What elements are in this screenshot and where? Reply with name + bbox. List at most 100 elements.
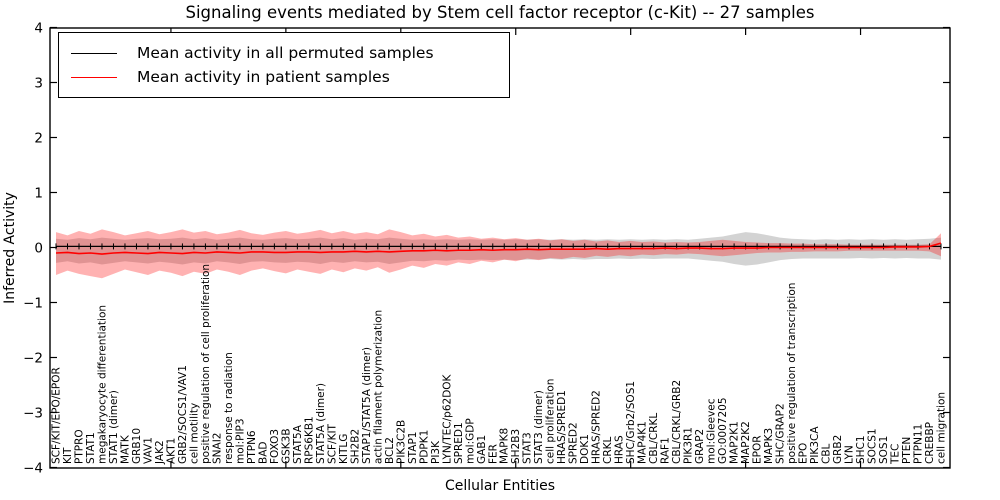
y-tick-label: −1 (23, 296, 43, 312)
x-category-label: EPO (798, 443, 810, 464)
x-category-label: CREBBP (924, 422, 936, 464)
y-tick-label: 3 (34, 76, 43, 92)
x-category-label: SH2B2 (349, 429, 361, 464)
x-category-label: mol:PIP3 (234, 418, 246, 464)
x-category-label: STAP1/STAT5A (dimer) (361, 347, 373, 464)
x-category-label: PIK3R1 (683, 427, 695, 464)
patient-line-swatch (71, 76, 117, 78)
x-category-label: SH2B3 (510, 429, 522, 464)
permuted-line-swatch (71, 52, 117, 54)
x-category-label: SPRED2 (568, 422, 580, 464)
x-category-label: STAT5A (292, 424, 304, 464)
x-category-label: STAT1 (85, 432, 97, 464)
x-category-label: RAF1 (660, 437, 672, 464)
legend-label-permuted: Mean activity in all permuted samples (137, 44, 434, 62)
x-category-label: MAPK3 (763, 428, 775, 464)
x-category-label: MAP4K1 (637, 421, 649, 464)
x-category-label: KIT (62, 447, 74, 464)
patient-std-band (56, 229, 941, 279)
x-category-label: PIK3CA (809, 426, 821, 464)
x-category-label: GRAP2 (694, 429, 706, 464)
y-tick-label: 4 (34, 21, 43, 37)
x-category-label: VAV1 (142, 437, 154, 464)
x-category-label: BAD (257, 442, 269, 464)
x-category-label: GAB1 (476, 435, 488, 464)
x-category-label: TEC (890, 444, 902, 465)
x-category-label: STAT1 (dimer) (108, 390, 120, 464)
x-category-label: GRB2 (832, 435, 844, 464)
x-category-label: RPS6KB1 (303, 416, 315, 464)
x-category-label: GSK3B (280, 428, 292, 464)
x-category-label: PTEN (901, 437, 913, 464)
x-category-label: HRAS/SPRED2 (591, 390, 603, 464)
x-category-label: HRAS (614, 435, 626, 464)
x-category-label: LYN/TEC/p62DOK (441, 373, 453, 464)
x-category-label: STAT3 (522, 432, 534, 464)
x-category-label: mol:Gleevec (706, 398, 718, 464)
x-category-label: positive regulation of transcription (786, 283, 798, 464)
x-category-label: AKT1 (165, 438, 177, 464)
x-category-label: STAP1 (407, 432, 419, 464)
x-category-label: CBL (821, 443, 833, 464)
x-category-label: SCF/KIT (326, 423, 338, 464)
legend-entry-permuted: Mean activity in all permuted samples (59, 44, 509, 62)
x-category-label: HRAS/SPRED1 (556, 390, 568, 464)
x-category-label: SOCS1 (867, 428, 879, 464)
x-category-label: PIK3C2B (395, 420, 407, 464)
permuted-std-band (56, 232, 941, 266)
x-category-label: DOK1 (579, 434, 591, 464)
x-category-label: GRB2/SOCS1/VAV1 (177, 365, 189, 464)
x-category-label: MAP2K1 (729, 421, 741, 464)
y-tick-label: −2 (23, 351, 43, 367)
patient-mean-line (55, 242, 942, 255)
x-category-label: FER (487, 444, 499, 464)
x-category-label: LYN (844, 445, 856, 464)
x-category-label: GRB10 (131, 428, 143, 464)
x-category-label: cell proliferation (545, 379, 557, 464)
x-category-label: mol:GDP (464, 418, 476, 464)
x-category-label: EPOR (752, 435, 764, 464)
x-category-label: actin filament polymerization (372, 310, 384, 464)
x-category-label: FOXO3 (269, 429, 281, 464)
y-axis-label: Inferred Activity (2, 192, 18, 304)
y-tick-label: −4 (23, 461, 43, 477)
x-category-label: CRKL (602, 436, 614, 464)
x-category-label: cell motility (188, 403, 200, 464)
y-tick-label: 1 (34, 186, 43, 202)
x-category-label: CBL/CRKL (648, 413, 660, 464)
x-category-label: MAPK8 (499, 428, 511, 464)
x-category-label: SCF/KIT/EPO/EPOR (51, 367, 63, 464)
x-category-label: CBL/CRKL/GRB2 (671, 380, 683, 464)
x-category-label: STAT5A (dimer) (315, 383, 327, 464)
x-category-label: cell migration (936, 392, 948, 464)
x-axis-label: Cellular Entities (444, 478, 556, 494)
x-category-label: SHC/GRAP2 (775, 403, 787, 464)
x-category-label: response to radiation (223, 352, 235, 464)
x-category-label: KITLG (338, 434, 350, 464)
x-category-label: MAP2K2 (740, 421, 752, 464)
x-category-label: BCL2 (384, 437, 396, 464)
x-category-label: SNAI2 (211, 433, 223, 464)
x-category-label: JAK2 (154, 440, 166, 465)
x-category-label: SOS1 (878, 436, 890, 464)
x-category-label: megakaryocyte differentiation (96, 305, 108, 464)
legend-box: Mean activity in all permuted samples Me… (58, 32, 510, 98)
x-category-label: PTPN11 (913, 424, 925, 464)
x-category-label: PTPRO (73, 429, 85, 464)
legend-entry-patient: Mean activity in patient samples (59, 68, 509, 86)
y-tick-label: −3 (23, 406, 43, 422)
y-tick-label: 2 (34, 131, 43, 147)
x-category-label: positive regulation of cell proliferatio… (200, 264, 212, 464)
x-category-label: MATK (119, 434, 131, 464)
x-category-label: SHC/Grb2/SOS1 (625, 381, 637, 464)
x-category-label: SPRED1 (453, 422, 465, 464)
x-category-label: GO:0007205 (717, 397, 729, 464)
x-category-label: STAT3 (dimer) (533, 390, 545, 464)
y-tick-label: 0 (34, 241, 43, 257)
x-category-label: SHC1 (855, 435, 867, 464)
x-category-label: PTPN6 (246, 430, 258, 464)
x-category-label: PI3K (430, 440, 442, 464)
chart-title: Signaling events mediated by Stem cell f… (185, 3, 815, 22)
